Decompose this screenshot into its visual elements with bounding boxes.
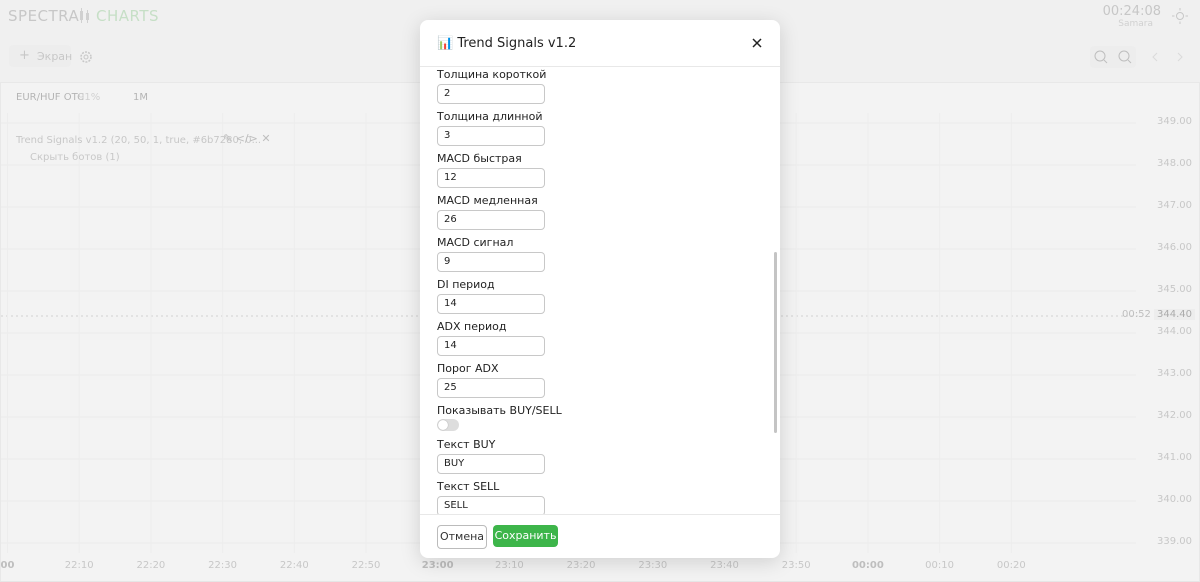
field-label: MACD быстрая <box>437 152 522 165</box>
modal-title: 📊 Trend Signals v1.2 <box>437 36 577 51</box>
text-input[interactable]: 9 <box>437 252 545 272</box>
payout: 91% <box>78 92 101 103</box>
text-input[interactable]: 2 <box>437 84 545 104</box>
logo-right: CHARTS <box>96 7 160 25</box>
time-label: 23:50 <box>781 560 811 571</box>
price-label: 340.00 <box>1157 494 1192 505</box>
time-label: 22:30 <box>208 560 238 571</box>
price-label: 345.00 <box>1157 284 1192 295</box>
text-input[interactable]: 14 <box>437 336 545 356</box>
price-label: 347.00 <box>1157 200 1192 211</box>
field-label: Текст BUY <box>437 438 496 451</box>
screen-button[interactable] <box>9 45 71 67</box>
price-label: 339.00 <box>1157 536 1192 547</box>
symbol[interactable]: EUR/HUF OTC <box>16 92 85 103</box>
field-label: Показывать BUY/SELL <box>437 404 562 417</box>
indicator-label: Trend Signals v1.2 (20, 50, 1, true, #6b… <box>16 135 262 146</box>
time-label: 00:00 <box>851 560 884 571</box>
price-label: 346.00 <box>1157 242 1192 253</box>
close-button[interactable] <box>752 38 762 48</box>
text-input[interactable]: 26 <box>437 210 545 230</box>
timeframe[interactable]: 1M <box>133 92 148 103</box>
time-label: 23:10 <box>494 560 524 571</box>
current-price: 344.40 <box>1154 309 1195 320</box>
modal-body: Толщина короткой 2 Толщина длинной 3 MACD бы… <box>420 66 780 515</box>
time-label: 23:40 <box>710 560 739 571</box>
plus-icon: + <box>19 48 30 63</box>
indicator-actions[interactable]: ✎ </> ✕ <box>223 132 271 145</box>
field-label: Текст SELL <box>437 480 500 493</box>
time-label: 00 <box>0 560 15 571</box>
clock: 00:24:08 <box>1102 4 1161 19</box>
save-button[interactable]: Сохранить <box>493 525 558 547</box>
text-input[interactable]: BUY <box>437 454 545 474</box>
time-label: 00:10 <box>925 560 955 571</box>
bots-toggle[interactable]: Скрыть ботов (1) <box>30 152 120 163</box>
logo-left: SPECTRA <box>8 7 80 25</box>
text-input[interactable]: 14 <box>437 294 545 314</box>
time-label: 22:50 <box>351 560 381 571</box>
text-input[interactable]: SELL <box>437 496 545 514</box>
text-input[interactable]: 12 <box>437 168 545 188</box>
field-label: Толщина короткой <box>437 68 547 81</box>
field-label: Порог ADX <box>437 362 499 375</box>
screen-button-label: Экран <box>37 50 73 63</box>
price-label: 344.00 <box>1157 326 1192 337</box>
field-label: DI период <box>437 278 495 291</box>
field-label: Толщина длинной <box>437 110 543 123</box>
toggle-switch[interactable] <box>437 419 459 431</box>
time-label: 23:20 <box>566 560 596 571</box>
field-label: MACD медленная <box>437 194 538 207</box>
price-label: 349.00 <box>1157 116 1192 127</box>
zoom-controls[interactable] <box>1090 46 1190 68</box>
time-label: 22:10 <box>64 560 94 571</box>
modal: 📊 Trend Signals v1.2 Толщина короткой 2 То… <box>420 20 780 558</box>
scrollbar-thumb[interactable] <box>774 252 777 433</box>
time-label: 23:00 <box>421 560 454 571</box>
countdown: 00:52 <box>1122 309 1151 320</box>
field-label: ADX период <box>437 320 507 333</box>
settings-icon[interactable] <box>79 50 93 64</box>
logo-icon <box>80 8 89 23</box>
text-input[interactable]: 3 <box>437 126 545 146</box>
theme-toggle[interactable] <box>1172 8 1188 24</box>
price-label: 341.00 <box>1157 452 1192 463</box>
price-label: 342.00 <box>1157 410 1192 421</box>
field-label: MACD сигнал <box>437 236 514 249</box>
time-label: 00:20 <box>996 560 1026 571</box>
cancel-button[interactable]: Отмена <box>437 525 487 549</box>
text-input[interactable]: 25 <box>437 378 545 398</box>
time-label: 23:30 <box>638 560 668 571</box>
time-label: 22:40 <box>279 560 309 571</box>
price-label: 343.00 <box>1157 368 1192 379</box>
time-label: 22:20 <box>136 560 166 571</box>
price-label: 348.00 <box>1157 158 1192 169</box>
timezone: Samara <box>1118 19 1153 29</box>
